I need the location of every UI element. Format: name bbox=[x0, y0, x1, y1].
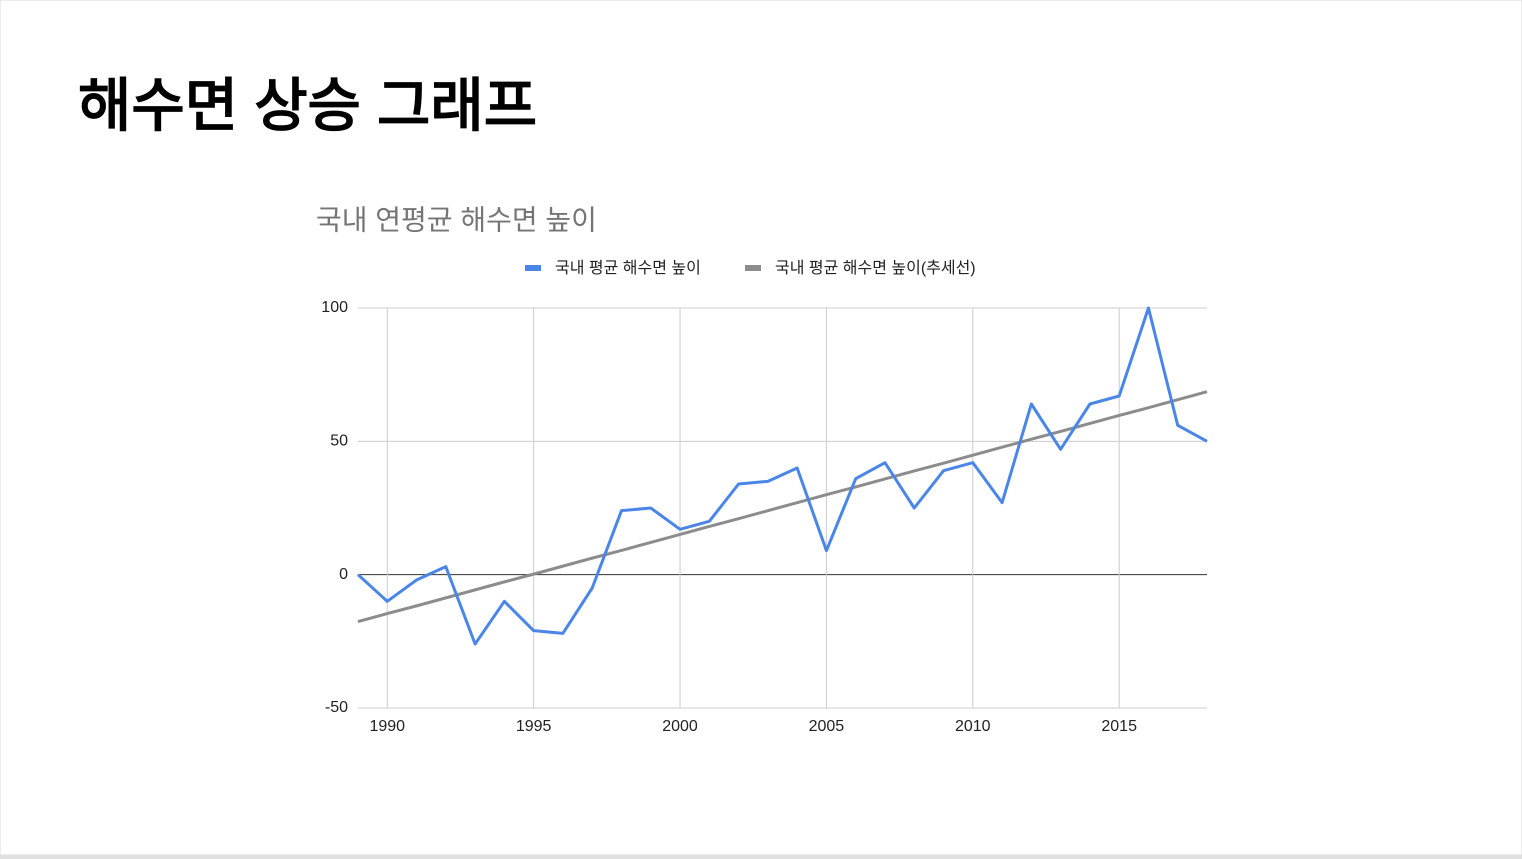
y-tick-label: 100 bbox=[321, 299, 348, 316]
x-tick-label: 1995 bbox=[516, 718, 552, 735]
y-tick-label: -50 bbox=[325, 699, 348, 716]
legend-swatch bbox=[525, 265, 541, 271]
y-tick-label: 50 bbox=[330, 433, 348, 450]
x-tick-label: 2015 bbox=[1101, 718, 1137, 735]
legend-swatch bbox=[745, 265, 761, 271]
x-tick-label: 2000 bbox=[662, 718, 698, 735]
series-line bbox=[357, 390, 1208, 624]
slide-title: 해수면 상승 그래프 bbox=[78, 73, 537, 138]
legend-label: 국내 평균 해수면 높이(추세선) bbox=[775, 259, 976, 277]
y-tick-label: 0 bbox=[339, 566, 348, 583]
x-tick-label: 2010 bbox=[955, 718, 991, 735]
chart-title: 국내 연평균 해수면 높이 bbox=[316, 204, 597, 235]
x-tick-label: 1990 bbox=[369, 718, 405, 735]
series-line bbox=[356, 306, 1208, 646]
x-tick-label: 2005 bbox=[809, 718, 845, 735]
legend-label: 국내 평균 해수면 높이 bbox=[555, 259, 701, 277]
bottom-bar bbox=[0, 855, 1522, 859]
